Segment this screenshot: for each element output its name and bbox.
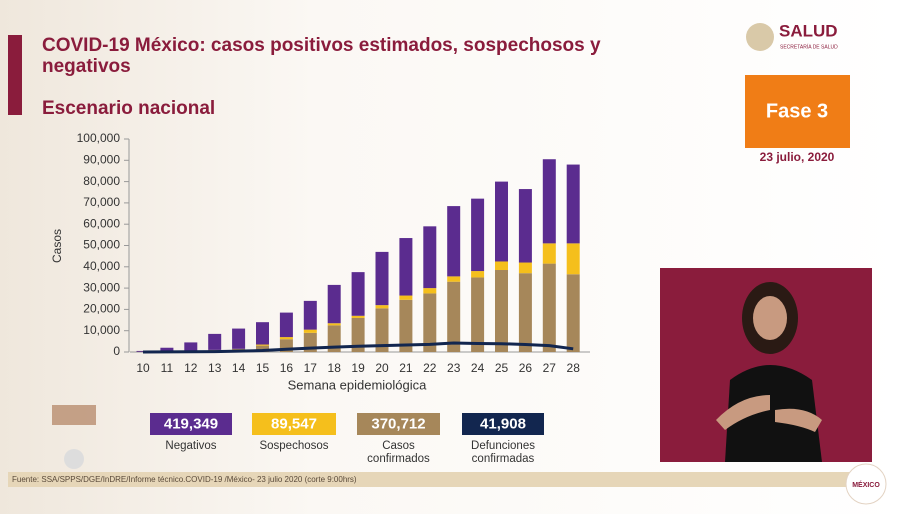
x-tick-label: 11: [161, 361, 174, 375]
x-tick-label: 20: [375, 361, 389, 375]
bar: [567, 165, 580, 244]
y-tick-label: 60,000: [83, 216, 120, 230]
bar: [471, 271, 484, 277]
bar: [567, 274, 580, 352]
x-tick-label: 15: [256, 361, 270, 375]
bar: [304, 301, 317, 330]
bar: [256, 322, 269, 344]
bar: [543, 159, 556, 243]
date: 23 julio, 2020: [760, 150, 835, 164]
x-tick-label: 10: [136, 361, 150, 375]
bar: [184, 342, 197, 351]
bar: [567, 243, 580, 274]
y-tick-label: 100,000: [77, 131, 121, 145]
y-tick-label: 50,000: [83, 238, 120, 252]
bar: [280, 313, 293, 337]
bar: [232, 329, 245, 349]
legend-total: 370,712: [371, 415, 425, 432]
y-tick-label: 90,000: [83, 152, 120, 166]
bar: [447, 206, 460, 276]
x-tick-label: 22: [423, 361, 437, 375]
x-tick-label: 23: [447, 361, 461, 375]
legend-total: 41,908: [480, 415, 526, 432]
x-tick-label: 21: [399, 361, 413, 375]
bar: [352, 316, 365, 318]
phase-label: Fase 3: [766, 100, 828, 122]
y-axis-label: Casos: [50, 229, 64, 263]
bar: [495, 261, 508, 270]
badge-text: MÉXICO: [852, 480, 880, 489]
y-tick-label: 40,000: [83, 259, 120, 273]
bar: [423, 288, 436, 293]
bar: [328, 285, 341, 323]
legend-label: Sospechosos: [259, 440, 328, 452]
y-tick-label: 30,000: [83, 280, 120, 294]
bar: [519, 189, 532, 262]
x-tick-label: 19: [351, 361, 365, 375]
bar: [256, 345, 269, 346]
x-tick-label: 13: [208, 361, 222, 375]
bar: [376, 305, 389, 308]
accent-bar: [8, 35, 22, 115]
y-tick-label: 70,000: [83, 195, 120, 209]
bar: [399, 296, 412, 300]
legend-total: 89,547: [271, 415, 317, 432]
bar: [280, 337, 293, 339]
bar: [495, 270, 508, 352]
bar: [328, 323, 341, 325]
bar: [376, 252, 389, 305]
x-tick-label: 24: [471, 361, 485, 375]
bar: [543, 243, 556, 263]
x-tick-label: 26: [519, 361, 533, 375]
logo-subtext: SECRETARÍA DE SALUD: [780, 43, 838, 50]
bar: [399, 238, 412, 296]
x-tick-label: 25: [495, 361, 509, 375]
bar: [471, 277, 484, 352]
y-tick-label: 10,000: [83, 323, 120, 337]
chart-subtitle: Escenario nacional: [42, 98, 215, 119]
x-tick-label: 17: [304, 361, 318, 375]
legend-total: 419,349: [164, 415, 218, 432]
bar: [519, 263, 532, 274]
x-tick-label: 18: [328, 361, 342, 375]
y-tick-label: 80,000: [83, 174, 120, 188]
logo-text: SALUD: [779, 21, 838, 40]
bar: [543, 264, 556, 352]
legend-label: Negativos: [165, 440, 216, 452]
x-axis-label: Semana epidemiológica: [288, 377, 428, 392]
x-tick-label: 27: [543, 361, 557, 375]
x-tick-label: 12: [184, 361, 198, 375]
x-tick-label: 14: [232, 361, 246, 375]
bar: [304, 330, 317, 333]
bar: [471, 199, 484, 271]
logo-emblem: [746, 23, 774, 51]
bar: [208, 334, 221, 350]
bar: [423, 226, 436, 288]
y-tick-label: 0: [113, 344, 120, 358]
x-tick-label: 16: [280, 361, 294, 375]
bar: [447, 282, 460, 352]
source: Fuente: SSA/SPPS/DGE/InDRE/Informe técni…: [12, 475, 357, 484]
bar: [519, 273, 532, 352]
x-tick-label: 28: [567, 361, 581, 375]
bar: [495, 182, 508, 262]
y-tick-label: 20,000: [83, 302, 120, 316]
bar: [352, 272, 365, 316]
bar: [447, 276, 460, 281]
